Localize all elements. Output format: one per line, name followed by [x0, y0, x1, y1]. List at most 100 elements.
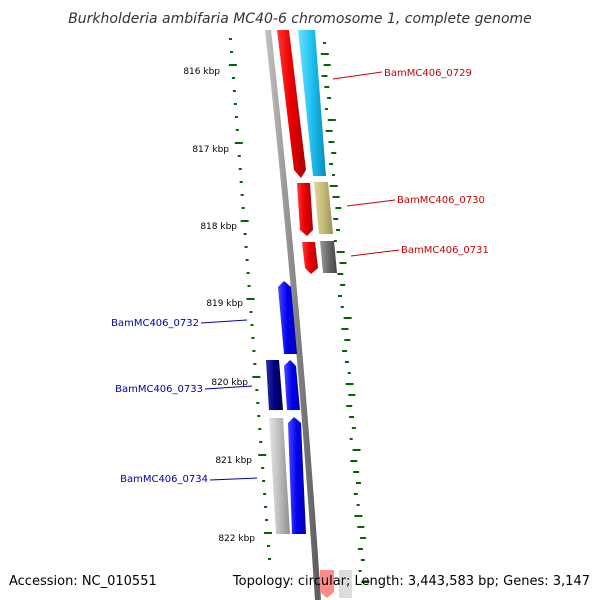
gene-label-BamMC406-0729[interactable]: BamMC406_0729 [384, 68, 472, 79]
chromosome-backbone [265, 29, 321, 600]
tick-mark [352, 449, 361, 451]
gene-BamMC406-0732[interactable] [278, 281, 297, 354]
khaki-feature-block [314, 182, 333, 234]
tick-mark [245, 259, 249, 261]
tick-mark [361, 581, 370, 583]
tick-mark [323, 64, 331, 66]
tick-mark [329, 163, 334, 165]
scale-label: 821 kbp [215, 456, 252, 466]
scale-label: 822 kbp [218, 534, 255, 544]
tick-mark [234, 142, 243, 144]
tick-mark [332, 196, 340, 198]
tick-mark [360, 537, 367, 539]
tick-mark [258, 428, 262, 430]
tick-mark [328, 141, 335, 143]
tick-mark [360, 559, 365, 561]
tick-mark [327, 119, 336, 121]
tick-mark [350, 460, 358, 462]
forward-cds-arrow [302, 242, 318, 274]
tick-mark [264, 506, 268, 508]
tick-mark [252, 376, 261, 378]
tick-mark [255, 389, 259, 391]
leader-line [204, 385, 253, 390]
gene-labels: BamMC406_0729 BamMC406_0730 BamMC406_073… [111, 68, 489, 485]
gene-label-BamMC406-0732[interactable]: BamMC406_0732 [111, 318, 199, 329]
tick-mark [342, 350, 348, 352]
tick-mark [340, 284, 346, 286]
gene-BamMC406-0730[interactable] [297, 182, 333, 236]
tick-mark [320, 53, 329, 55]
tick-mark [356, 504, 360, 506]
scale-labels: 816 kbp 817 kbp 818 kbp 819 kbp 820 kbp … [183, 67, 255, 544]
tick-mark [321, 75, 328, 77]
tick-mark [357, 548, 363, 550]
scale-label: 816 kbp [183, 67, 220, 77]
tick-mark [246, 298, 255, 300]
leader-line [332, 71, 383, 80]
forward-cds-arrow [320, 570, 334, 598]
gene-BamMC406-0731[interactable] [302, 241, 337, 274]
tick-mark [232, 90, 236, 92]
tick-mark [239, 181, 243, 183]
tick-mark [253, 363, 257, 365]
navy-feature-block [266, 360, 283, 410]
gene-label-BamMC406-0733[interactable]: BamMC406_0733 [115, 384, 203, 395]
tick-mark [237, 155, 241, 157]
tick-mark [324, 108, 328, 110]
forward-cds-arrow [297, 183, 313, 236]
tick-mark [353, 471, 360, 473]
leader-line [350, 249, 400, 257]
gene-label-BamMC406-0731[interactable]: BamMC406_0731 [401, 245, 489, 256]
leader-line [209, 477, 258, 481]
tick-mark [345, 383, 354, 385]
reverse-cds-arrow [288, 417, 306, 534]
gray-feature-block [320, 241, 337, 273]
tick-mark [261, 467, 265, 469]
scale-ticks [228, 38, 273, 560]
tick-mark [333, 218, 339, 220]
tick-mark [323, 42, 326, 44]
tick-mark [336, 251, 345, 253]
tick-mark [264, 532, 273, 534]
tick-mark [331, 174, 335, 176]
tick-mark [256, 402, 260, 404]
tick-mark [257, 415, 261, 417]
tick-mark [247, 285, 251, 287]
tick-mark [327, 97, 332, 99]
tick-mark [233, 103, 237, 105]
tick-mark [346, 405, 353, 407]
gene-BamMC406-0733[interactable] [266, 360, 300, 410]
gene-BamMC406-0734[interactable] [269, 417, 306, 534]
tick-mark [348, 394, 356, 396]
partial-next-gene [320, 570, 352, 598]
map-title: Burkholderia ambifaria MC40-6 chromosome… [68, 11, 532, 27]
cyan-feature-block [298, 30, 326, 176]
tick-mark [354, 515, 363, 517]
gene-BamMC406-0729[interactable] [277, 30, 326, 178]
tick-mark [336, 229, 341, 231]
tick-mark [268, 558, 271, 560]
tick-mark [331, 152, 337, 154]
gene-label-BamMC406-0734[interactable]: BamMC406_0734 [120, 474, 208, 485]
tick-mark [349, 438, 353, 440]
tick-mark [229, 38, 232, 40]
tick-mark [324, 86, 330, 88]
tick-mark [249, 311, 253, 313]
tick-mark [341, 328, 349, 330]
tick-mark [347, 372, 351, 374]
tick-mark [231, 77, 235, 79]
scale-label: 818 kbp [200, 222, 237, 232]
tick-mark [228, 64, 237, 66]
scale-label: 817 kbp [192, 145, 229, 155]
tick-mark [339, 262, 347, 264]
tick-mark [238, 168, 242, 170]
tick-mark [250, 324, 254, 326]
tick-mark [353, 493, 358, 495]
tick-mark [263, 493, 267, 495]
scale-label: 819 kbp [206, 299, 243, 309]
leader-line [200, 319, 248, 324]
silver-feature-block [269, 418, 290, 534]
gene-label-BamMC406-0730[interactable]: BamMC406_0730 [397, 195, 485, 206]
tick-mark [262, 480, 266, 482]
